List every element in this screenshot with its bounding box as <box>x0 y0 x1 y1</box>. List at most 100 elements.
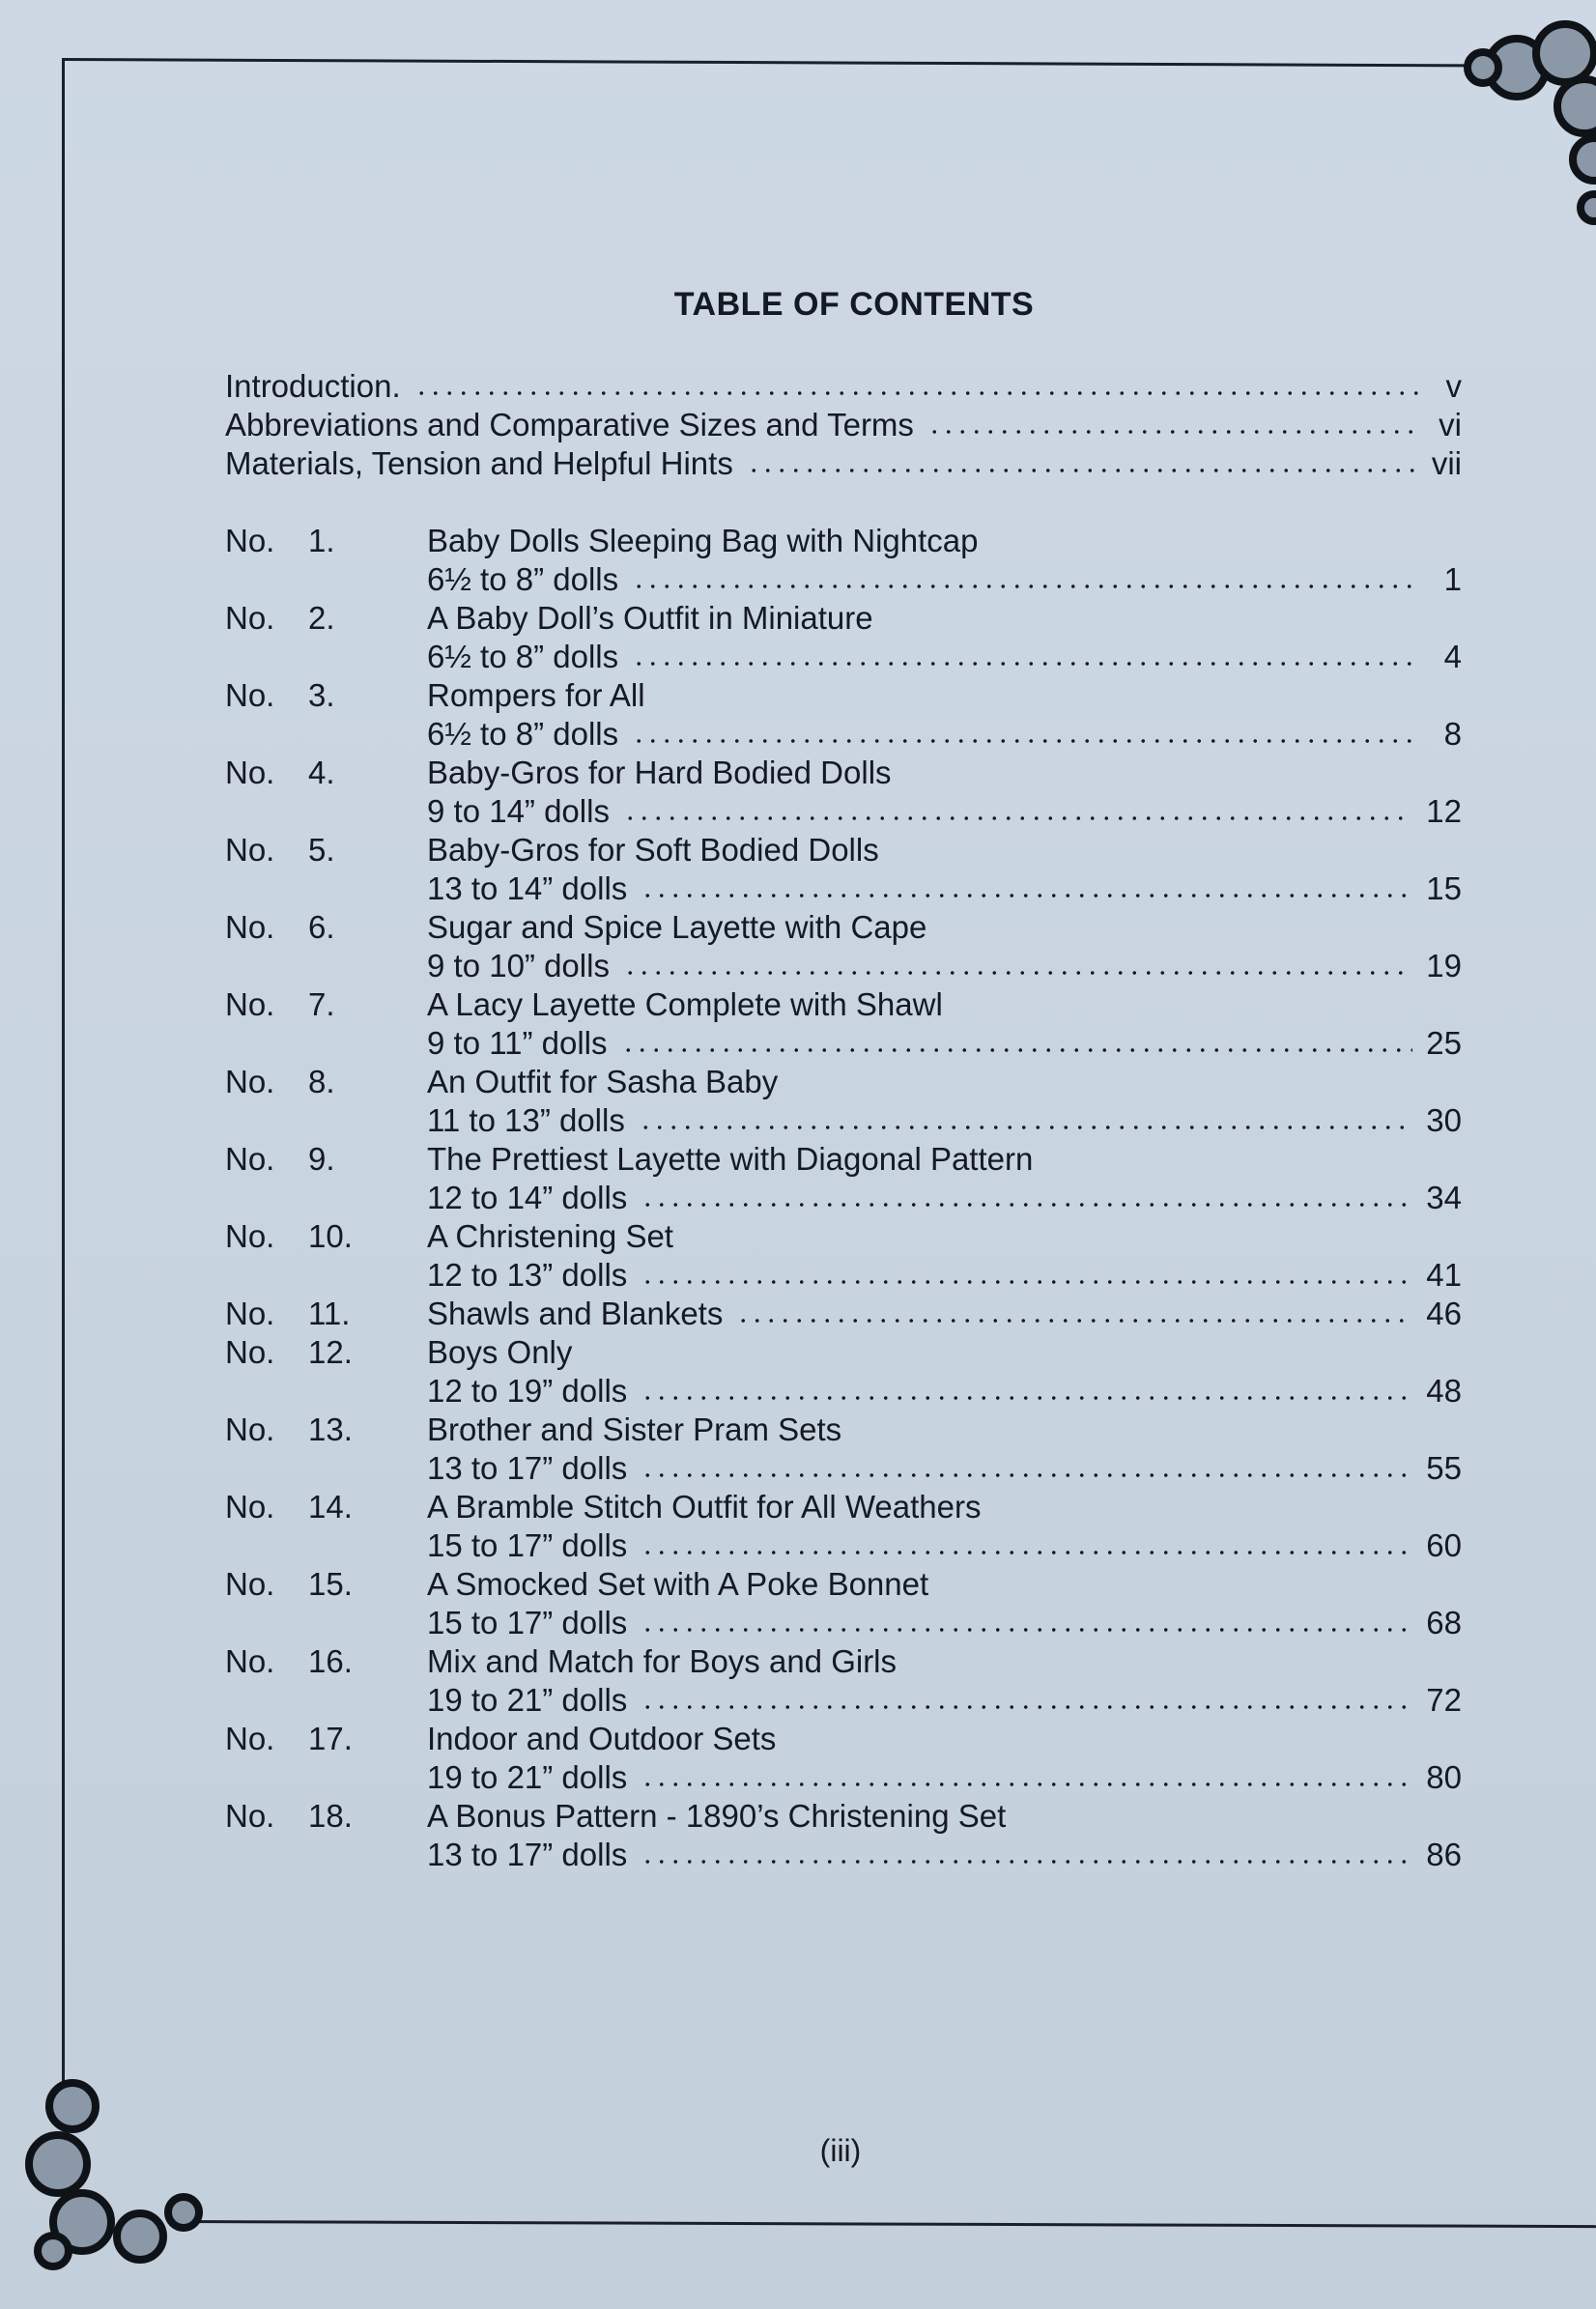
toc-entry-size-line: 19 to 21” dolls 72 <box>225 1681 1462 1720</box>
toc-entry-size-line: 12 to 14” dolls 34 <box>225 1179 1462 1217</box>
page-number: vi <box>1439 407 1462 442</box>
dot-leader <box>413 390 1419 396</box>
toc-entry: No. 14. A Bramble Stitch Outfit for All We… <box>225 1488 1462 1526</box>
entry-title: A Smocked Set with A Poke Bonnet <box>427 1566 929 1602</box>
toc-entry: No. 11. Shawls and Blankets 46 <box>225 1295 1462 1333</box>
toc-entry: No. 13. Brother and Sister Pram Sets <box>225 1411 1462 1449</box>
entry-number: 3. <box>308 677 335 713</box>
entry-number: 6. <box>308 909 335 945</box>
entry-number: 1. <box>308 523 335 558</box>
dot-leader <box>641 1550 1413 1555</box>
entry-no-label: No. <box>225 832 275 868</box>
page-number: 12 <box>1426 793 1462 829</box>
toc-entry: No. 7. A Lacy Layette Complete with Shawl <box>225 985 1462 1024</box>
toc-entry: No. 8. An Outfit for Sasha Baby <box>225 1063 1462 1101</box>
entry-no-label: No. <box>225 1798 275 1834</box>
page-number: v <box>1445 368 1463 404</box>
entry-doll-size: 13 to 14” dolls <box>427 870 628 906</box>
page-number: 48 <box>1426 1373 1462 1409</box>
toc-entry: No. 17. Indoor and Outdoor Sets <box>225 1720 1462 1758</box>
entry-no-label: No. <box>225 1296 275 1331</box>
entry-number: 13. <box>308 1411 353 1447</box>
toc-entry: Introduction. v <box>225 367 1462 406</box>
toc-entry-size-line: 13 to 17” dolls 55 <box>225 1449 1462 1488</box>
toc-entry: No. 15. A Smocked Set with A Poke Bonnet <box>225 1565 1462 1604</box>
entry-number: 10. <box>308 1218 353 1254</box>
entry-number: 8. <box>308 1064 335 1099</box>
entry-title: Baby-Gros for Soft Bodied Dolls <box>427 832 879 868</box>
entry-no-label: No. <box>225 600 275 636</box>
page-title: TABLE OF CONTENTS <box>673 286 1035 323</box>
entry-number: 4. <box>308 755 335 790</box>
dot-leader <box>638 1125 1413 1130</box>
page-number: 30 <box>1426 1102 1462 1138</box>
page-number: 60 <box>1426 1527 1462 1563</box>
toc-entry: No. 16. Mix and Match for Boys and Girls <box>225 1642 1462 1681</box>
border-bottom-rule <box>183 2220 1596 2229</box>
toc-entry-size-line: 11 to 13” dolls 30 <box>225 1101 1462 1140</box>
entry-doll-size: 12 to 19” dolls <box>427 1373 628 1409</box>
entry-doll-size: 6½ to 8” dolls <box>427 716 619 752</box>
entry-number: 2. <box>308 600 335 636</box>
entry-doll-size: 15 to 17” dolls <box>427 1527 628 1563</box>
entry-no-label: No. <box>225 1643 275 1679</box>
dot-leader <box>641 1704 1413 1710</box>
entry-doll-size: 9 to 14” dolls <box>427 793 610 829</box>
entry-no-label: No. <box>225 523 275 558</box>
entry-no-label: No. <box>225 677 275 713</box>
toc-entry-size-line: 6½ to 8” dolls 4 <box>225 638 1462 676</box>
entry-doll-size: 9 to 10” dolls <box>427 948 610 983</box>
dot-leader <box>641 1472 1413 1478</box>
entry-number: 12. <box>308 1334 353 1370</box>
toc-entry: Abbreviations and Comparative Sizes and … <box>225 406 1462 444</box>
page-number: 55 <box>1426 1450 1462 1486</box>
entry-title: A Bramble Stitch Outfit for All Weathers <box>427 1489 982 1525</box>
toc-entry-size-line: 13 to 14” dolls 15 <box>225 869 1462 908</box>
entry-number: 7. <box>308 986 335 1022</box>
dot-leader <box>736 1318 1413 1324</box>
entry-number: 16. <box>308 1643 353 1679</box>
toc-entry: No. 3. Rompers for All <box>225 676 1462 715</box>
page-folio: (iii) <box>819 2133 862 2168</box>
entry-doll-size: 13 to 17” dolls <box>427 1837 628 1872</box>
toc-entry-size-line: 12 to 19” dolls 48 <box>225 1372 1462 1411</box>
entry-title: Baby-Gros for Hard Bodied Dolls <box>427 755 892 790</box>
page-number: vii <box>1431 445 1462 481</box>
entry-title: A Christening Set <box>427 1218 673 1254</box>
pattern-list: No. 1. Baby Dolls Sleeping Bag with Nightc… <box>225 522 1462 1874</box>
entry-title: Boys Only <box>427 1334 573 1370</box>
entry-doll-size: 19 to 21” dolls <box>427 1682 628 1718</box>
toc-entry: No. 4. Baby-Gros for Hard Bodied Dolls <box>225 754 1462 792</box>
toc-entry: No. 9. The Prettiest Layette with Diagonal… <box>225 1140 1462 1179</box>
entry-number: 18. <box>308 1798 353 1834</box>
dot-leader <box>641 1395 1413 1401</box>
page-number: 34 <box>1426 1180 1462 1215</box>
entry-doll-size: 12 to 14” dolls <box>427 1180 628 1215</box>
entry-number: 14. <box>308 1489 353 1525</box>
toc-entry-size-line: 9 to 10” dolls 19 <box>225 947 1462 985</box>
dot-leader <box>926 429 1419 435</box>
toc-entry-size-line: 15 to 17” dolls 60 <box>225 1526 1462 1565</box>
page-number: 1 <box>1443 561 1462 597</box>
entry-doll-size: 19 to 21” dolls <box>427 1759 628 1795</box>
entry-title: Indoor and Outdoor Sets <box>427 1721 777 1756</box>
page-number: 80 <box>1426 1759 1462 1795</box>
entry-title: Baby Dolls Sleeping Bag with Nightcap <box>427 523 979 558</box>
toc-entry-size-line: 12 to 13” dolls 41 <box>225 1256 1462 1295</box>
entry-doll-size: 6½ to 8” dolls <box>427 639 619 674</box>
entry-number: 11. <box>308 1296 351 1331</box>
entry-title: The Prettiest Layette with Diagonal Patt… <box>427 1141 1034 1177</box>
toc-entry: No. 2. A Baby Doll’s Outfit in Miniature <box>225 599 1462 638</box>
entry-title: Shawls and Blankets <box>427 1296 724 1331</box>
entry-no-label: No. <box>225 755 275 790</box>
entry-doll-size: 15 to 17” dolls <box>427 1605 628 1640</box>
entry-doll-size: 9 to 11” dolls <box>427 1025 608 1061</box>
entry-label: Materials, Tension and Helpful Hints <box>225 445 733 481</box>
dot-leader <box>641 1279 1413 1285</box>
entry-title: A Bonus Pattern - 1890’s Christening Set <box>427 1798 1007 1834</box>
entry-number: 17. <box>308 1721 353 1756</box>
dot-leader <box>622 815 1413 821</box>
page-number: 25 <box>1426 1025 1462 1061</box>
dot-leader <box>641 1627 1413 1633</box>
